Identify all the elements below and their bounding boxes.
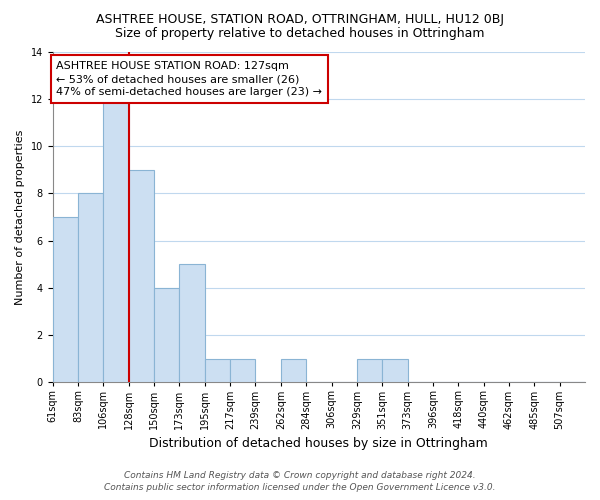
- X-axis label: Distribution of detached houses by size in Ottringham: Distribution of detached houses by size …: [149, 437, 488, 450]
- Bar: [357, 358, 382, 382]
- Text: ASHTREE HOUSE, STATION ROAD, OTTRINGHAM, HULL, HU12 0BJ: ASHTREE HOUSE, STATION ROAD, OTTRINGHAM,…: [96, 12, 504, 26]
- Bar: [205, 358, 230, 382]
- Bar: [281, 358, 306, 382]
- Text: Contains HM Land Registry data © Crown copyright and database right 2024.
Contai: Contains HM Land Registry data © Crown c…: [104, 471, 496, 492]
- Bar: [78, 194, 103, 382]
- Y-axis label: Number of detached properties: Number of detached properties: [15, 129, 25, 304]
- Bar: [179, 264, 205, 382]
- Bar: [230, 358, 256, 382]
- Bar: [382, 358, 407, 382]
- Text: Size of property relative to detached houses in Ottringham: Size of property relative to detached ho…: [115, 28, 485, 40]
- Bar: [103, 99, 129, 382]
- Bar: [154, 288, 179, 382]
- Bar: [129, 170, 154, 382]
- Text: ASHTREE HOUSE STATION ROAD: 127sqm
← 53% of detached houses are smaller (26)
47%: ASHTREE HOUSE STATION ROAD: 127sqm ← 53%…: [56, 61, 322, 98]
- Bar: [53, 217, 78, 382]
